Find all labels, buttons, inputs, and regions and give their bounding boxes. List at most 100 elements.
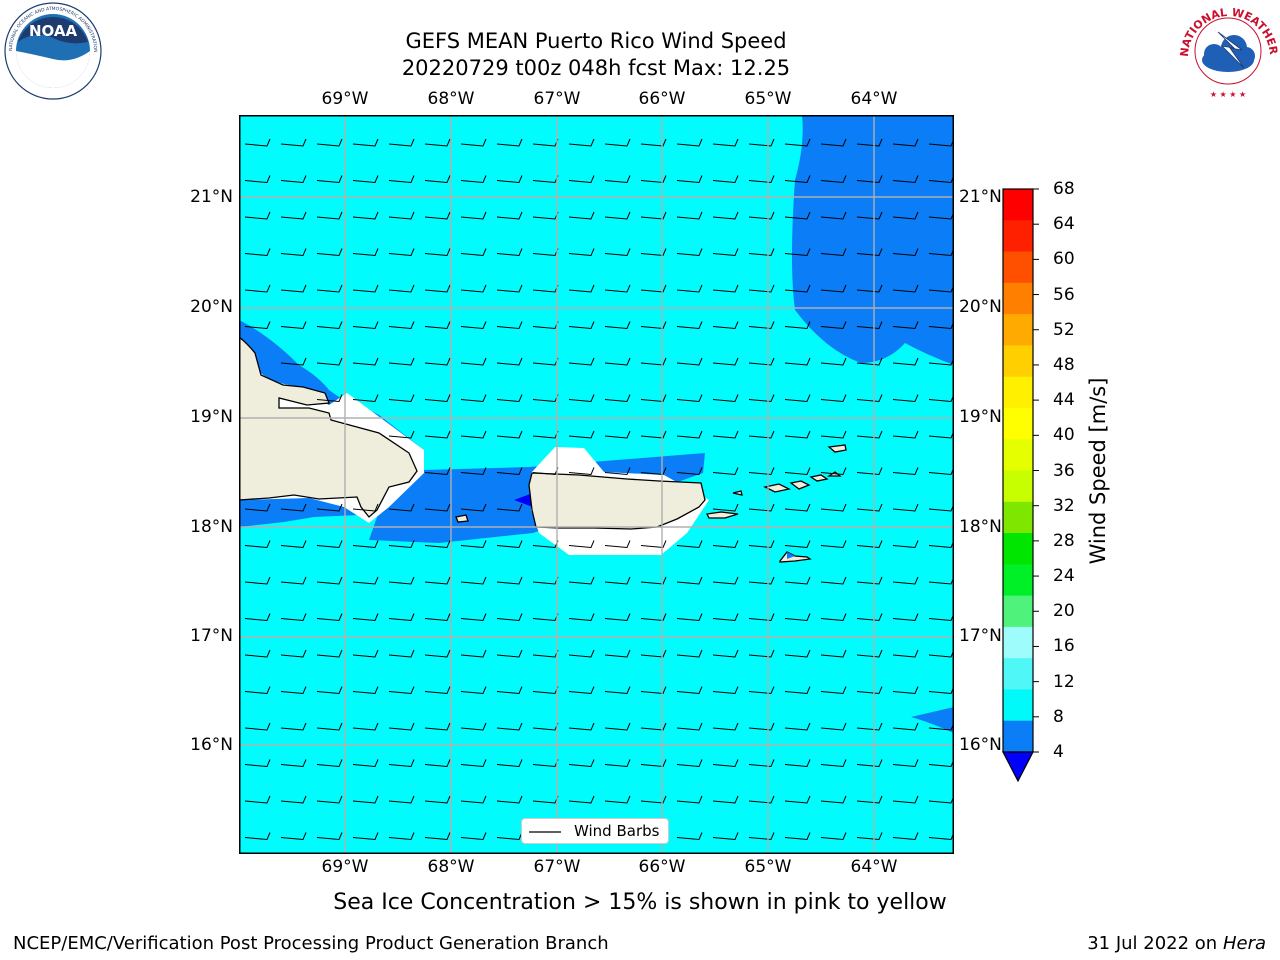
wind-barb: [640, 613, 667, 622]
wind-barb: [244, 503, 271, 512]
wind-barb: [640, 321, 667, 330]
wind-barb: [244, 138, 271, 147]
lon-label-bottom-64w: 64°W: [850, 857, 898, 877]
lat-label-left-21n: 21°N: [190, 187, 233, 207]
wind-barb: [316, 576, 343, 585]
wind-barb: [388, 321, 415, 330]
wind-barb: [460, 613, 487, 622]
wind-barb: [784, 832, 811, 841]
nws-logo: NATIONAL WEATHER SERVICE ★ ★ ★ ★: [1178, 2, 1278, 99]
lon-label-top-66w: 66°W: [638, 89, 686, 109]
wind-barb: [280, 211, 307, 220]
wind-barb: [820, 795, 847, 804]
wind-barb: [388, 613, 415, 622]
lat-label-right-20n: 20°N: [959, 297, 1002, 317]
wind-barb: [820, 613, 847, 622]
wind-barb: [676, 357, 703, 366]
wind-barb: [352, 394, 379, 403]
wind-barb: [892, 175, 919, 184]
wind-barb: [388, 503, 415, 512]
wind-barb: [784, 540, 811, 549]
colorbar-tick-label: 20: [1053, 601, 1075, 622]
culebra: [732, 490, 743, 496]
wind-barb: [856, 686, 883, 695]
wind-barb: [856, 175, 883, 184]
lat-label-left-20n: 20°N: [190, 297, 233, 317]
wind-barb: [712, 686, 739, 695]
wind-barb: [316, 686, 343, 695]
wind-barb: [388, 540, 415, 549]
wind-barb: [892, 686, 919, 695]
wind-barb: [604, 686, 631, 695]
wind-barb: [244, 686, 271, 695]
wind-barb: [460, 722, 487, 731]
colorbar-tick-label: 60: [1053, 249, 1075, 270]
wind-barb: [856, 357, 883, 366]
wind-barb: [568, 759, 595, 768]
wind-barb: [424, 722, 451, 731]
wind-barb: [280, 649, 307, 658]
wind-barb: [676, 540, 703, 549]
wind-barb: [280, 248, 307, 257]
noaa-text: NOAA: [29, 22, 78, 40]
wind-barb: [820, 211, 847, 220]
wind-barb: [352, 138, 379, 147]
colorbar-tick-label: 12: [1053, 671, 1075, 692]
colorbar-extend-triangle: [1002, 751, 1034, 783]
wind-barb: [820, 649, 847, 658]
colorbar-tick-label: 28: [1053, 530, 1075, 551]
wind-barb: [604, 284, 631, 293]
wind-barb: [388, 357, 415, 366]
wind-barb: [784, 503, 811, 512]
wind-barb: [820, 175, 847, 184]
wind-barb: [496, 759, 523, 768]
wind-barb: [496, 248, 523, 257]
wind-barb: [856, 649, 883, 658]
wind-barb: [460, 430, 487, 439]
wind-barb: [748, 503, 775, 512]
wind-barb: [676, 832, 703, 841]
wind-barb: [496, 138, 523, 147]
wind-barb: [748, 248, 775, 257]
wind-barb: [316, 613, 343, 622]
wind-barb: [820, 503, 847, 512]
wind-barb: [460, 540, 487, 549]
wind-barb: [856, 795, 883, 804]
wind-barb: [280, 832, 307, 841]
wind-barb: [784, 613, 811, 622]
wind-barb: [892, 321, 919, 330]
lon-label-bottom-68w: 68°W: [427, 857, 475, 877]
wind-barb: [676, 467, 703, 476]
lat-label-left-19n: 19°N: [190, 407, 233, 427]
wind-barb: [892, 759, 919, 768]
wind-barb: [604, 576, 631, 585]
wind-barb: [748, 175, 775, 184]
footer-date: 31 Jul 2022 on Hera: [1087, 933, 1266, 954]
lat-label-right-19n: 19°N: [959, 407, 1002, 427]
colorbar-tick-label: 52: [1053, 319, 1075, 340]
wind-barb: [352, 613, 379, 622]
wind-barb: [316, 759, 343, 768]
wind-barb: [892, 467, 919, 476]
wind-barb: [748, 613, 775, 622]
wind-barb: [604, 613, 631, 622]
mona-island: [455, 514, 469, 523]
wind-barb: [280, 284, 307, 293]
wind-speed-map: [239, 115, 954, 854]
colorbar-tick-label: 16: [1053, 636, 1075, 657]
wind-barb: [568, 138, 595, 147]
wind-barb: [856, 576, 883, 585]
wind-barb: [640, 576, 667, 585]
lon-label-bottom-65w: 65°W: [744, 857, 792, 877]
wind-barb: [820, 248, 847, 257]
wind-barb: [496, 722, 523, 731]
wind-barb: [820, 357, 847, 366]
wind-barb: [784, 430, 811, 439]
wind-barb: [892, 357, 919, 366]
wind-barb: [748, 467, 775, 476]
wind-barb: [712, 467, 739, 476]
lat-label-right-17n: 17°N: [959, 626, 1002, 646]
wind-barb: [244, 321, 271, 330]
wind-barb: [244, 722, 271, 731]
wind-barb: [352, 211, 379, 220]
